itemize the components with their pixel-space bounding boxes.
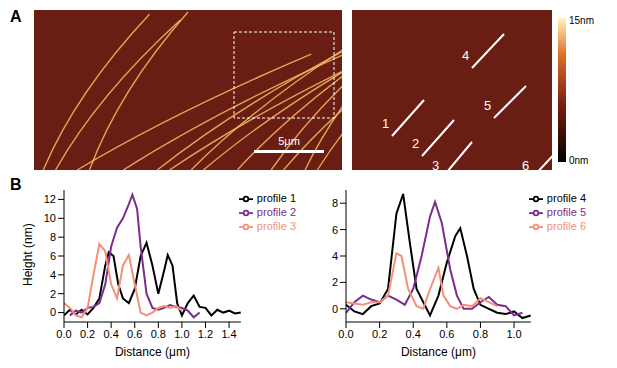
svg-text:3: 3 [432,158,439,173]
svg-text:0.4: 0.4 [406,328,421,340]
svg-text:1.0: 1.0 [506,328,521,340]
html-text:profile 1: profile 1 [256,192,296,204]
svg-text:5: 5 [484,98,491,113]
svg-text:0: 0 [50,306,56,318]
svg-text:12: 12 [44,193,56,205]
svg-text:6: 6 [332,224,338,236]
svg-text:10: 10 [44,212,56,224]
html-text:profile 2: profile 2 [256,206,296,219]
svg-text:0.6: 0.6 [127,328,142,340]
svg-text:0nm: 0nm [569,155,588,166]
html-text:A: A [10,8,22,25]
svg-text:0.6: 0.6 [439,328,454,340]
svg-text:Distance (μm): Distance (μm) [115,345,190,359]
html-text:B: B [10,176,22,193]
svg-text:2: 2 [412,136,419,151]
svg-text:5μm: 5μm [278,135,300,147]
svg-text:Height (nm): Height (nm) [21,223,35,286]
svg-text:4: 4 [462,48,469,63]
svg-text:0.0: 0.0 [56,328,71,340]
svg-text:2: 2 [332,276,338,288]
svg-text:0.0: 0.0 [338,328,353,340]
svg-text:6: 6 [50,250,56,262]
svg-text:0.4: 0.4 [104,328,119,340]
svg-text:0: 0 [332,303,338,315]
svg-text:4: 4 [332,250,338,262]
svg-text:1: 1 [382,116,389,131]
svg-text:15nm: 15nm [569,15,594,26]
svg-text:8: 8 [332,197,338,209]
svg-text:0.8: 0.8 [151,328,166,340]
html-text:profile 4: profile 4 [546,192,586,204]
svg-text:0.2: 0.2 [80,328,95,340]
svg-text:1.0: 1.0 [174,328,189,340]
svg-text:4: 4 [50,269,56,281]
svg-text:1.2: 1.2 [198,328,213,340]
svg-text:8: 8 [50,231,56,243]
svg-text:1.4: 1.4 [221,328,236,340]
html-text:profile 3: profile 3 [256,220,296,233]
svg-text:Distance (μm): Distance (μm) [401,345,476,359]
svg-text:6: 6 [522,158,529,173]
svg-text:0.8: 0.8 [473,328,488,340]
html-text:profile 5: profile 5 [546,206,586,219]
svg-text:0.2: 0.2 [372,328,387,340]
svg-text:2: 2 [50,288,56,300]
html-text:profile 6: profile 6 [546,220,586,233]
